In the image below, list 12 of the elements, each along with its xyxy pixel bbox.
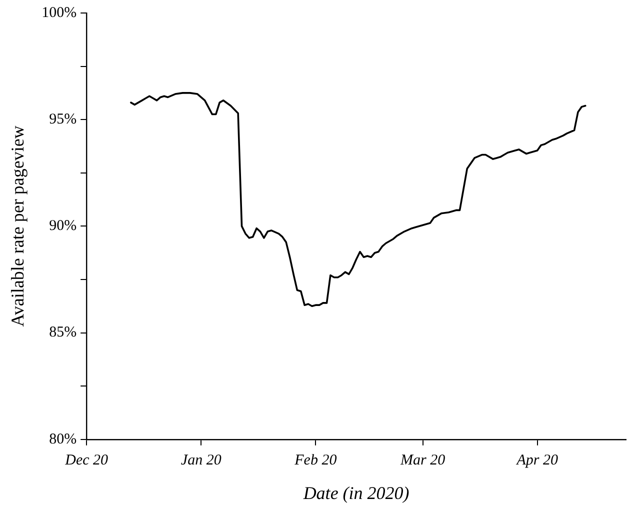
y-tick-label: 85%	[49, 324, 77, 341]
x-tick-label: Jan 20	[180, 452, 222, 468]
y-tick-label: 80%	[49, 431, 77, 448]
x-tick-label: Apr 20	[516, 452, 558, 468]
x-axis-title: Date (in 2020)	[302, 482, 410, 503]
y-tick-label: 90%	[49, 218, 77, 234]
y-tick-label: 100%	[42, 4, 77, 21]
y-tick-label: 95%	[49, 112, 77, 128]
x-tick-label: Mar 20	[400, 452, 446, 468]
x-tick-label: Dec 20	[64, 452, 109, 468]
x-tick-label: Feb 20	[294, 452, 338, 468]
y-axis-title: Available rate per pageview	[8, 126, 28, 327]
